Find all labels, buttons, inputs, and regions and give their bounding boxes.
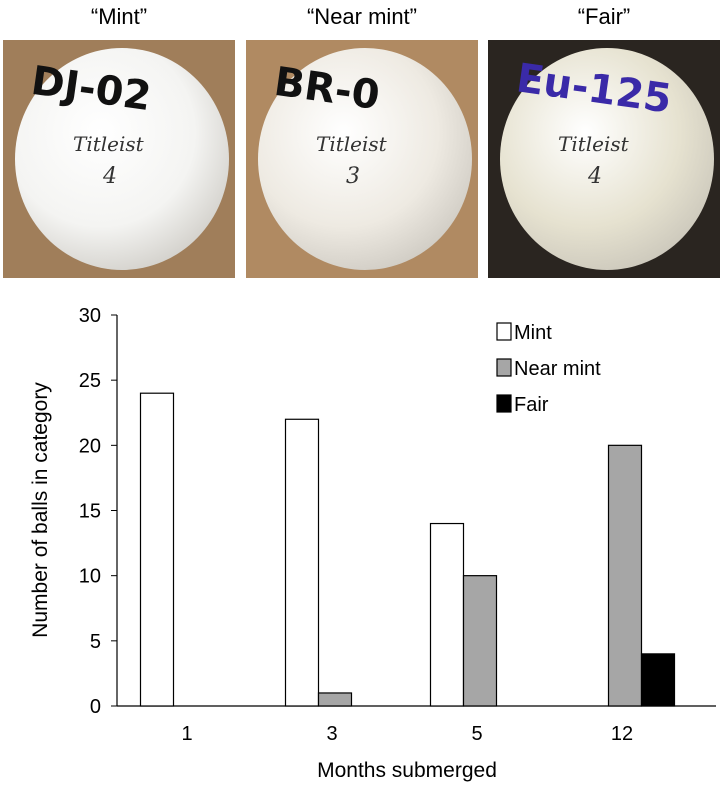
x-tick-label: 3	[326, 723, 337, 745]
y-tick-label: 0	[90, 696, 101, 718]
ball-brand: Titleist	[558, 132, 629, 156]
ball-number: 3	[346, 164, 360, 189]
y-tick-label: 15	[79, 501, 101, 523]
y-tick-label: 20	[79, 435, 101, 457]
legend-label: Fair	[514, 394, 549, 416]
bar-near-mint	[317, 692, 353, 707]
legend-swatch	[496, 394, 512, 413]
y-tick-label: 5	[90, 631, 101, 653]
bar-mint	[284, 418, 320, 707]
golf-ball-photo: DJ-02 Titleist 4	[3, 40, 235, 278]
x-tick-label: 12	[611, 723, 633, 745]
y-axis-label: Number of balls in category	[29, 382, 52, 638]
ball-number: 4	[103, 164, 117, 189]
bar-mint	[429, 522, 465, 707]
x-tick-label: 5	[471, 723, 482, 745]
photo-title: “Mint”	[90, 4, 148, 29]
bar-near-mint	[462, 575, 498, 707]
bar-fair	[640, 653, 676, 707]
golf-ball	[500, 48, 714, 270]
golf-ball	[258, 48, 472, 270]
golf-ball-photo: BR-0 Titleist 3	[246, 40, 478, 278]
legend-label: Mint	[514, 322, 552, 344]
ball-number: 4	[588, 164, 602, 189]
legend-swatch	[496, 358, 512, 377]
y-tick-label: 30	[79, 305, 101, 327]
golf-ball	[15, 48, 229, 270]
photo-title: “Fair”	[577, 4, 631, 29]
ball-brand: Titleist	[316, 132, 387, 156]
x-tick-label: 1	[181, 723, 192, 745]
legend-label: Near mint	[514, 358, 601, 380]
photo-title: “Near mint”	[306, 4, 417, 29]
x-axis-label: Months submerged	[317, 759, 497, 782]
legend-swatch	[496, 322, 512, 341]
golf-ball-photo: Eu-125 Titleist 4	[488, 40, 720, 278]
y-tick-label: 10	[79, 566, 101, 588]
y-tick-label: 25	[79, 370, 101, 392]
bar-near-mint	[607, 444, 643, 707]
ball-brand: Titleist	[73, 132, 144, 156]
bar-mint	[139, 392, 175, 707]
